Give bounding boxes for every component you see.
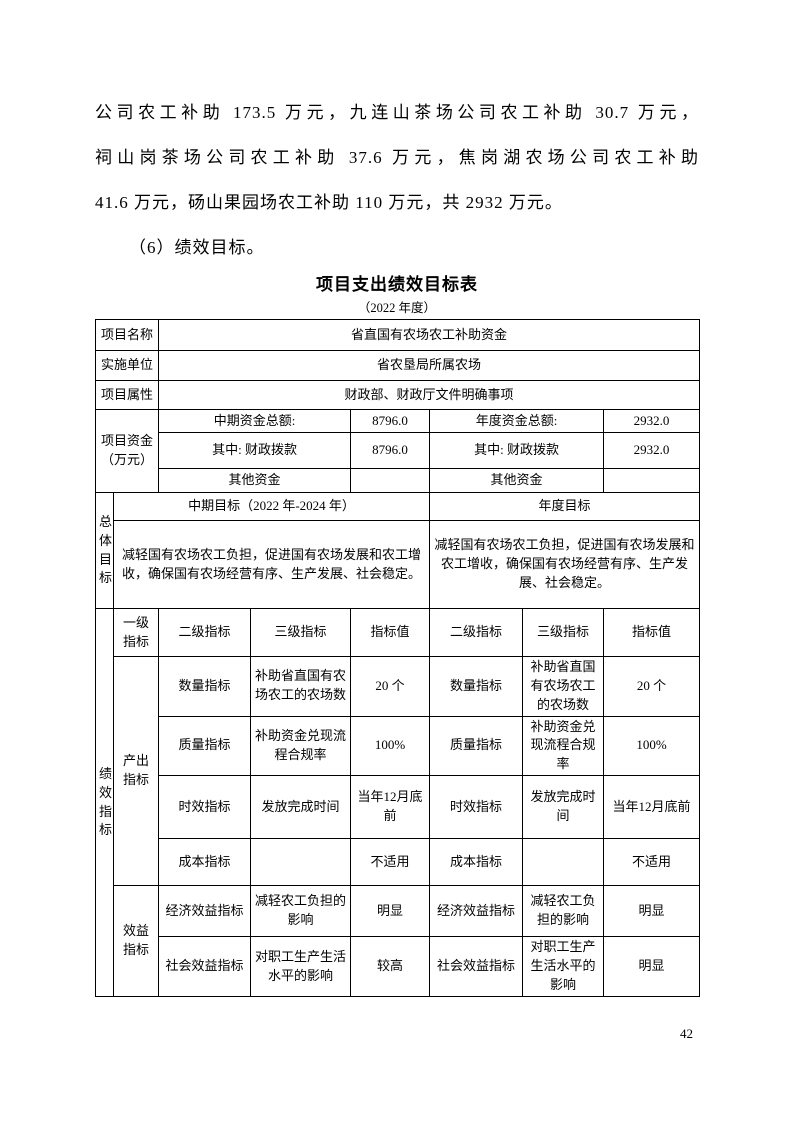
header-level1: 一级指标 xyxy=(112,608,160,657)
indicator-row-quantity: 产出指标 数量指标 补助省直国有农场农工的农场数 20 个 数量指标 补助省直国… xyxy=(96,655,701,887)
header-level3-right: 三级指标 xyxy=(522,608,605,657)
indicator-cell: 明显 xyxy=(603,885,701,938)
indicator-cell: 数量指标 xyxy=(158,656,252,717)
overall-goal-vertical-label: 总体目标 xyxy=(95,492,114,609)
midterm-goal-header: 中期目标（2022 年-2024 年） xyxy=(112,492,431,521)
indicator-cell: 当年12月底前 xyxy=(603,775,701,840)
page-number: 42 xyxy=(680,1026,693,1041)
project-attribute-label: 项目属性 xyxy=(94,380,160,410)
indicator-cell: 社会效益指标 xyxy=(158,936,252,998)
table-row: 其中: 财政拨款 8796.0 其中: 财政拨款 2932.0 xyxy=(96,432,701,469)
indicator-cell: 补助省直国有农场农工的农场数 xyxy=(250,656,352,717)
annual-total-label: 年度资金总额: xyxy=(429,409,605,433)
implementing-unit-value: 省农垦局所属农场 xyxy=(158,350,701,381)
indicator-cell: 质量指标 xyxy=(429,715,524,777)
indicator-cell: 经济效益指标 xyxy=(429,885,524,938)
indicator-cell: 成本指标 xyxy=(158,838,252,887)
midterm-fiscal-label: 其中: 财政拨款 xyxy=(158,432,352,469)
midterm-goal-text: 减轻国有农场农工负担，促进国有农场发展和农工增收，确保国有农场经营有序、生产发展… xyxy=(112,520,431,609)
intro-line-section-heading: （6）绩效目标。 xyxy=(129,238,265,257)
table-row: 实施单位 省农垦局所属农场 xyxy=(94,350,701,381)
indicator-row-quality: 质量指标 补助资金兑现流程合规率 100% 质量指标 补助资金兑现流程合规率 1… xyxy=(96,715,701,777)
header-level3-left: 三级指标 xyxy=(250,608,352,657)
indicator-cell: 补助省直国有农场农工的农场数 xyxy=(522,656,605,717)
indicator-cell: 发放完成时间 xyxy=(522,775,605,840)
intro-line: 41.6 万元，砀山果园场农工补助 110 万元，共 2932 万元。 xyxy=(95,193,563,212)
table-row: 项目属性 财政部、财政厅文件明确事项 xyxy=(94,380,701,410)
midterm-fiscal-value: 8796.0 xyxy=(350,432,431,469)
annual-fiscal-value: 2932.0 xyxy=(603,432,701,469)
indicator-vertical-label: 绩效指标 xyxy=(95,607,114,998)
indicator-cell: 发放完成时间 xyxy=(250,775,352,840)
indicator-cell: 时效指标 xyxy=(158,775,252,840)
indicator-cell: 质量指标 xyxy=(158,715,252,777)
indicator-cell: 不适用 xyxy=(350,838,431,887)
table-row: 其他资金 其他资金 xyxy=(96,468,701,493)
indicator-cell: 成本指标 xyxy=(429,838,524,887)
annual-other-value xyxy=(603,468,701,493)
table-row: 项目资金（万元） 中期资金总额: 8796.0 年度资金总额: 2932.0 xyxy=(94,409,701,493)
indicator-cell: 较高 xyxy=(350,936,431,998)
indicator-cell: 补助资金兑现流程合规率 xyxy=(250,715,352,777)
header-value-left: 指标值 xyxy=(350,608,431,657)
indicator-cell: 经济效益指标 xyxy=(158,885,252,938)
header-value-right: 指标值 xyxy=(603,608,701,657)
annual-fiscal-label: 其中: 财政拨款 xyxy=(429,432,605,469)
funding-label: 项目资金（万元） xyxy=(94,409,160,493)
indicator-row-timeliness: 时效指标 发放完成时间 当年12月底前 时效指标 发放完成时间 当年12月底前 xyxy=(96,775,701,840)
indicator-row-social-benefit: 社会效益指标 对职工生产生活水平的影响 较高 社会效益指标 对职工生产生活水平的… xyxy=(96,936,701,998)
indicator-cell: 时效指标 xyxy=(429,775,524,840)
project-attribute-value: 财政部、财政厅文件明确事项 xyxy=(158,380,701,410)
header-level2-right: 二级指标 xyxy=(429,608,524,657)
indicator-cell xyxy=(522,838,605,887)
project-name-label: 项目名称 xyxy=(94,319,160,351)
table-title: 项目支出绩效目标表 xyxy=(316,275,478,294)
indicator-cell: 明显 xyxy=(603,936,701,998)
indicator-cell: 对职工生产生活水平的影响 xyxy=(522,936,605,998)
indicator-row-cost: 成本指标 不适用 成本指标 不适用 xyxy=(96,838,701,887)
indicator-cell: 当年12月底前 xyxy=(350,775,431,840)
indicator-cell: 补助资金兑现流程合规率 xyxy=(522,715,605,777)
implementing-unit-label: 实施单位 xyxy=(94,350,160,381)
indicator-cell xyxy=(250,838,352,887)
indicator-cell: 减轻农工负担的影响 xyxy=(250,885,352,938)
indicator-cell: 数量指标 xyxy=(429,656,524,717)
project-name-value: 省直国有农场农工补助资金 xyxy=(158,319,701,351)
intro-paragraph: 公司农工补助 173.5 万元，九连山茶场公司农工补助 30.7 万元， 祠山岗… xyxy=(95,90,699,270)
table-row: 项目名称 省直国有农场农工补助资金 xyxy=(94,319,701,351)
annual-total-value: 2932.0 xyxy=(603,409,701,433)
indicator-header-row: 绩效指标 一级指标 二级指标 三级指标 指标值 二级指标 三级指标 指标值 xyxy=(95,607,701,998)
indicator-cell: 20 个 xyxy=(350,656,431,717)
annual-other-label: 其他资金 xyxy=(429,468,605,493)
midterm-other-label: 其他资金 xyxy=(158,468,352,493)
indicator-cell: 20 个 xyxy=(603,656,701,717)
midterm-other-value xyxy=(350,468,431,493)
indicator-row-economic-benefit: 效益指标 经济效益指标 减轻农工负担的影响 明显 经济效益指标 减轻农工负担的影… xyxy=(96,885,701,998)
intro-line: 祠山岗茶场公司农工补助 37.6 万元，焦岗湖农场公司农工补助 xyxy=(95,148,699,167)
page-content: 公司农工补助 173.5 万元，九连山茶场公司农工补助 30.7 万元， 祠山岗… xyxy=(94,0,701,998)
midterm-total-label: 中期资金总额: xyxy=(158,409,352,433)
indicator-cell: 社会效益指标 xyxy=(429,936,524,998)
intro-line: 公司农工补助 173.5 万元，九连山茶场公司农工补助 30.7 万元， xyxy=(95,103,699,122)
table-row: 减轻国有农场农工负担，促进国有农场发展和农工增收，确保国有农场经营有序、生产发展… xyxy=(96,520,701,609)
benefit-group-label: 效益指标 xyxy=(112,885,160,998)
indicator-cell: 100% xyxy=(350,715,431,777)
indicator-cell: 100% xyxy=(603,715,701,777)
midterm-total-value: 8796.0 xyxy=(350,409,431,433)
annual-goal-text: 减轻国有农场农工负担，促进国有农场发展和农工增收，确保国有农场经营有序、生产发展… xyxy=(429,520,701,609)
indicator-cell: 明显 xyxy=(350,885,431,938)
header-level2-left: 二级指标 xyxy=(158,608,252,657)
table-row: 总体目标 中期目标（2022 年-2024 年） 年度目标 xyxy=(95,492,701,609)
indicator-cell: 不适用 xyxy=(603,838,701,887)
output-group-label: 产出指标 xyxy=(112,655,160,887)
performance-target-table: 项目名称 省直国有农场农工补助资金 实施单位 省农垦局所属农场 项目属性 财政部… xyxy=(94,319,701,998)
table-subtitle: （2022 年度） xyxy=(357,301,437,315)
indicator-cell: 对职工生产生活水平的影响 xyxy=(250,936,352,998)
annual-goal-header: 年度目标 xyxy=(429,492,701,521)
indicator-cell: 减轻农工负担的影响 xyxy=(522,885,605,938)
